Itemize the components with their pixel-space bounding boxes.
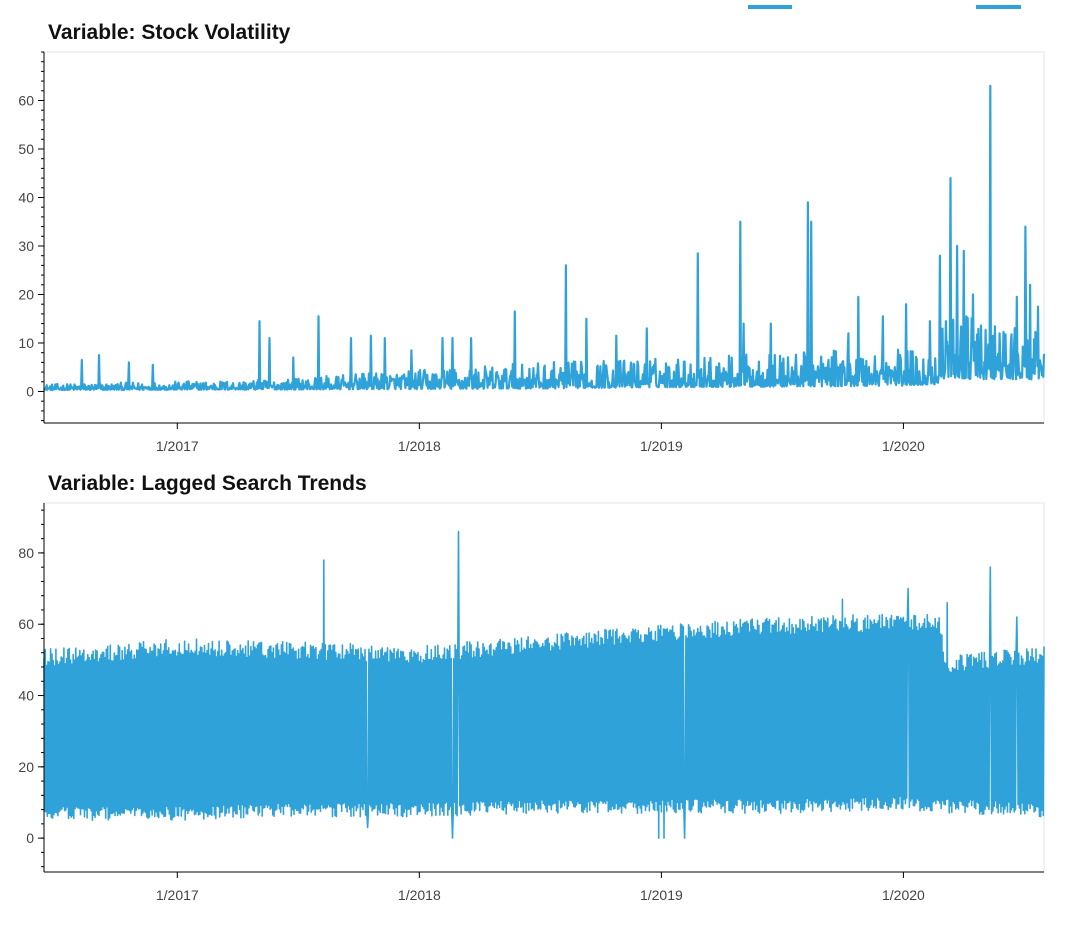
y-tick-label: 80: [18, 545, 34, 561]
y-axis: 0 20 40 60 80: [18, 503, 45, 872]
x-tick-label: 1/2018: [398, 887, 441, 903]
series-line: [43, 84, 1046, 392]
y-tick-label: 40: [18, 688, 34, 704]
series-line: [43, 530, 1045, 839]
y-tick-label: 0: [26, 383, 34, 399]
y-tick-label: 0: [26, 830, 34, 846]
x-axis: 1/2017 1/2018 1/2019 1/2020: [44, 871, 1044, 903]
y-axis: 0 10 20 30 40 50 60: [18, 51, 45, 423]
x-tick-label: 1/2020: [882, 438, 925, 454]
chart-stock-volatility: Variable: Stock Volatility 0 10 20 30 40 50 60…: [18, 21, 1046, 454]
y-tick-label: 60: [18, 92, 34, 108]
x-tick-label: 1/2020: [882, 887, 925, 903]
x-tick-label: 1/2019: [640, 438, 683, 454]
y-tick-label: 30: [18, 238, 34, 254]
y-tick-label: 20: [18, 286, 34, 302]
y-tick-label: 40: [18, 189, 34, 205]
x-tick-label: 1/2017: [156, 887, 199, 903]
chart-title: Variable: Lagged Search Trends: [48, 472, 367, 495]
y-tick-label: 20: [18, 759, 34, 775]
series-layer: [43, 84, 1046, 392]
x-axis: 1/2017 1/2018 1/2019 1/2020: [44, 422, 1044, 454]
chart-title: Variable: Stock Volatility: [48, 21, 291, 44]
x-tick-label: 1/2018: [398, 438, 441, 454]
y-tick-label: 60: [18, 616, 34, 632]
x-tick-label: 1/2017: [156, 438, 199, 454]
chart-lagged-search-trends: Variable: Lagged Search Trends 0 20 40 60 80…: [18, 472, 1045, 903]
x-tick-label: 1/2019: [640, 887, 683, 903]
series-layer: [43, 530, 1045, 839]
y-tick-label: 50: [18, 141, 34, 157]
y-tick-label: 10: [18, 335, 34, 351]
